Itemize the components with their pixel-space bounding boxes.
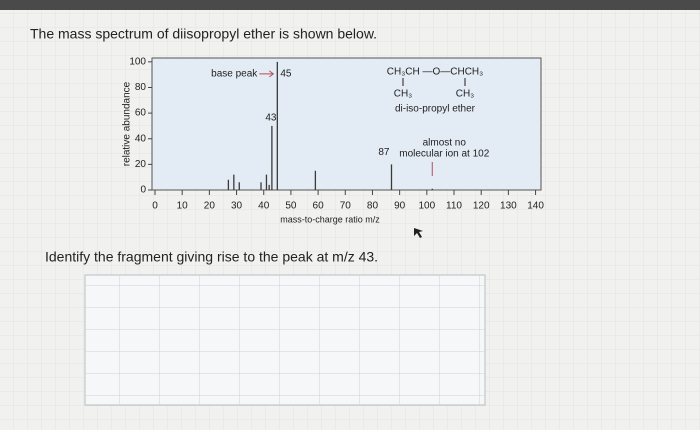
x-tick-label: 90	[394, 201, 406, 212]
base-peak-label: base peak	[211, 68, 258, 79]
x-tick-label: 100	[418, 201, 435, 212]
structure: CH₃	[456, 89, 475, 100]
x-tick-label: 70	[340, 201, 352, 212]
peak-label: 87	[378, 147, 390, 158]
x-tick-label: 30	[231, 201, 243, 212]
x-tick-label: 130	[500, 201, 517, 212]
cursor	[414, 228, 423, 238]
x-tick-label: 50	[285, 201, 297, 212]
x-tick-label: 20	[204, 201, 216, 212]
y-tick-label: 20	[135, 159, 147, 170]
x-tick-label: 110	[446, 201, 462, 212]
x-tick-label: 60	[313, 201, 325, 212]
y-tick-label: 40	[135, 133, 147, 144]
compound-name: di-iso-propyl ether	[395, 104, 476, 115]
question-title: The mass spectrum of diisopropyl ether i…	[30, 26, 377, 42]
structure: CH₃	[394, 89, 413, 100]
x-tick-label: 10	[177, 201, 189, 212]
x-tick-label: 140	[527, 201, 544, 212]
plot-area	[151, 57, 542, 191]
x-axis-label: mass-to-charge ratio m/z	[280, 214, 380, 224]
structure: CH₃CH —O—CHCH₃	[387, 67, 483, 78]
y-tick-label: 100	[129, 56, 146, 67]
answer-grid	[85, 275, 485, 405]
x-tick-label: 80	[367, 201, 379, 212]
question-prompt: Identify the fragment giving rise to the…	[45, 249, 378, 265]
note: almost no	[423, 138, 467, 149]
y-tick-label: 60	[135, 108, 147, 119]
top-bar	[0, 0, 700, 10]
x-tick-label: 0	[152, 201, 158, 212]
y-tick-label: 0	[140, 185, 146, 196]
y-axis-label: relative abundance	[122, 81, 133, 166]
x-tick-label: 120	[473, 201, 490, 212]
arrow	[259, 70, 275, 78]
y-tick-label: 80	[135, 82, 147, 93]
x-tick-label: 40	[258, 201, 270, 212]
peak-label: 45	[280, 68, 292, 79]
peak-label: 43	[265, 113, 277, 124]
note: molecular ion at 102	[399, 149, 489, 160]
